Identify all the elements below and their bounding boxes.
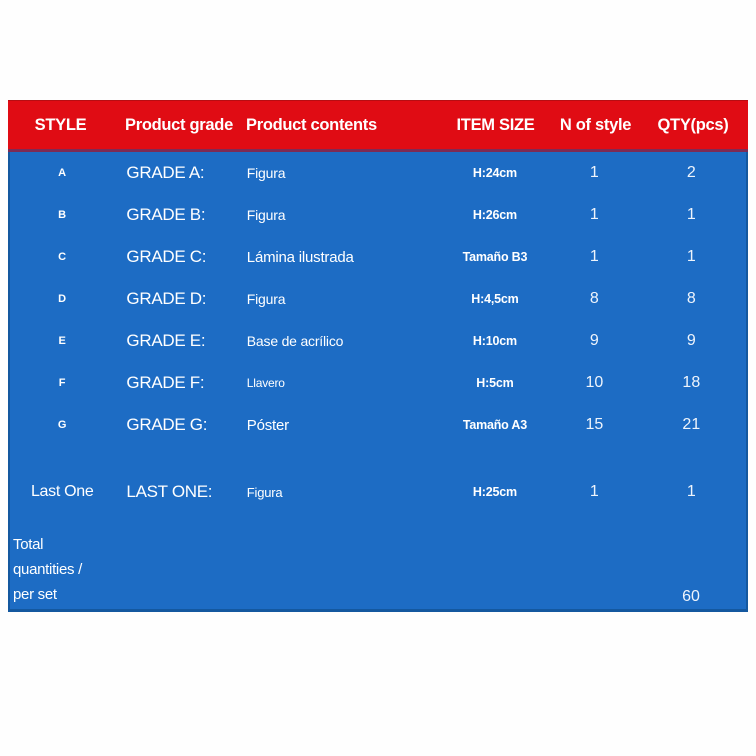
cell-grade: GRADE A: xyxy=(126,163,205,182)
table-header-row: STYLE Product grade Product contents ITE… xyxy=(8,100,748,152)
cell-style: Last One xyxy=(30,483,94,500)
cell-qty: 1 xyxy=(686,248,696,265)
cell-qty: 2 xyxy=(686,164,696,181)
cell-style: G xyxy=(57,419,67,431)
cell-item-size: H:24cm xyxy=(472,166,517,180)
cell-item-size: H:5cm xyxy=(476,376,514,390)
cell-grade: GRADE D: xyxy=(126,289,207,308)
table-row-grade-b: B GRADE B: Figura H:26cm 1 1 xyxy=(10,194,746,236)
footer-total-line-3: per set xyxy=(13,586,57,603)
row-gap xyxy=(10,446,746,470)
table-row-grade-a: A GRADE A: Figura H:24cm 1 2 xyxy=(10,152,746,194)
cell-grade: LAST ONE: xyxy=(126,482,213,501)
header-product-grade: Product grade xyxy=(125,115,233,134)
cell-item-size: Tamaño B3 xyxy=(462,250,528,264)
table-row-grade-g: G GRADE G: Póster Tamaño A3 15 21 xyxy=(10,404,746,446)
table-row-grade-f: F GRADE F: Llavero H:5cm 10 18 xyxy=(10,362,746,404)
cell-contents: Llavero xyxy=(246,376,285,390)
cell-contents: Figura xyxy=(246,207,286,223)
footer-total-qty: 60 xyxy=(682,588,700,605)
header-product-contents: Product contents xyxy=(246,115,377,134)
cell-n-of-style: 10 xyxy=(585,374,604,391)
table-footer: Total quantities / per set 60 xyxy=(10,514,746,609)
table-row-last-one: Last One LAST ONE: Figura H:25cm 1 1 xyxy=(10,470,746,514)
cell-n-of-style: 1 xyxy=(589,164,599,181)
cell-qty: 1 xyxy=(686,206,696,223)
cell-qty: 1 xyxy=(686,483,696,500)
table-body: A GRADE A: Figura H:24cm 1 2 B GRADE B: … xyxy=(8,152,748,612)
cell-grade: GRADE F: xyxy=(126,373,205,392)
cell-qty: 21 xyxy=(682,416,701,433)
cell-qty: 8 xyxy=(686,290,696,307)
cell-n-of-style: 15 xyxy=(585,416,604,433)
cell-n-of-style: 1 xyxy=(589,206,599,223)
cell-style: A xyxy=(58,167,67,179)
table-row-grade-c: C GRADE C: Lámina ilustrada Tamaño B3 1 … xyxy=(10,236,746,278)
cell-item-size: H:4,5cm xyxy=(471,292,519,306)
header-qty-pcs: QTY(pcs) xyxy=(657,115,729,134)
product-table: STYLE Product grade Product contents ITE… xyxy=(8,100,748,612)
cell-item-size: H:25cm xyxy=(472,485,517,499)
cell-grade: GRADE B: xyxy=(126,205,206,224)
cell-contents: Póster xyxy=(246,416,289,434)
table-row-grade-e: E GRADE E: Base de acrílico H:10cm 9 9 xyxy=(10,320,746,362)
cell-contents: Lámina ilustrada xyxy=(246,248,354,266)
cell-style: B xyxy=(58,209,67,221)
table-row-grade-d: D GRADE D: Figura H:4,5cm 8 8 xyxy=(10,278,746,320)
cell-n-of-style: 8 xyxy=(589,290,599,307)
footer-total-label: Total quantities / per set xyxy=(10,532,82,607)
cell-qty: 18 xyxy=(682,374,701,391)
cell-grade: GRADE E: xyxy=(126,331,206,350)
header-n-of-style: N of style xyxy=(559,115,632,134)
cell-style: E xyxy=(58,335,66,347)
cell-grade: GRADE G: xyxy=(126,415,208,434)
footer-total-line-2: quantities / xyxy=(13,561,82,578)
cell-grade: GRADE C: xyxy=(126,247,207,266)
cell-qty: 9 xyxy=(686,332,696,349)
cell-contents: Figura xyxy=(246,484,283,500)
header-style: STYLE xyxy=(34,115,87,134)
cell-n-of-style: 9 xyxy=(589,332,599,349)
cell-item-size: Tamaño A3 xyxy=(462,418,527,432)
cell-contents: Figura xyxy=(246,165,286,181)
cell-item-size: H:10cm xyxy=(472,334,517,348)
cell-style: D xyxy=(58,293,67,305)
header-item-size: ITEM SIZE xyxy=(456,115,535,134)
cell-style: C xyxy=(58,251,67,263)
cell-item-size: H:26cm xyxy=(472,208,517,222)
cell-n-of-style: 1 xyxy=(589,248,599,265)
footer-total-line-1: Total xyxy=(13,536,44,553)
cell-n-of-style: 1 xyxy=(589,483,599,500)
cell-contents: Figura xyxy=(246,291,286,307)
cell-style: F xyxy=(58,377,66,389)
cell-contents: Base de acrílico xyxy=(246,333,344,349)
